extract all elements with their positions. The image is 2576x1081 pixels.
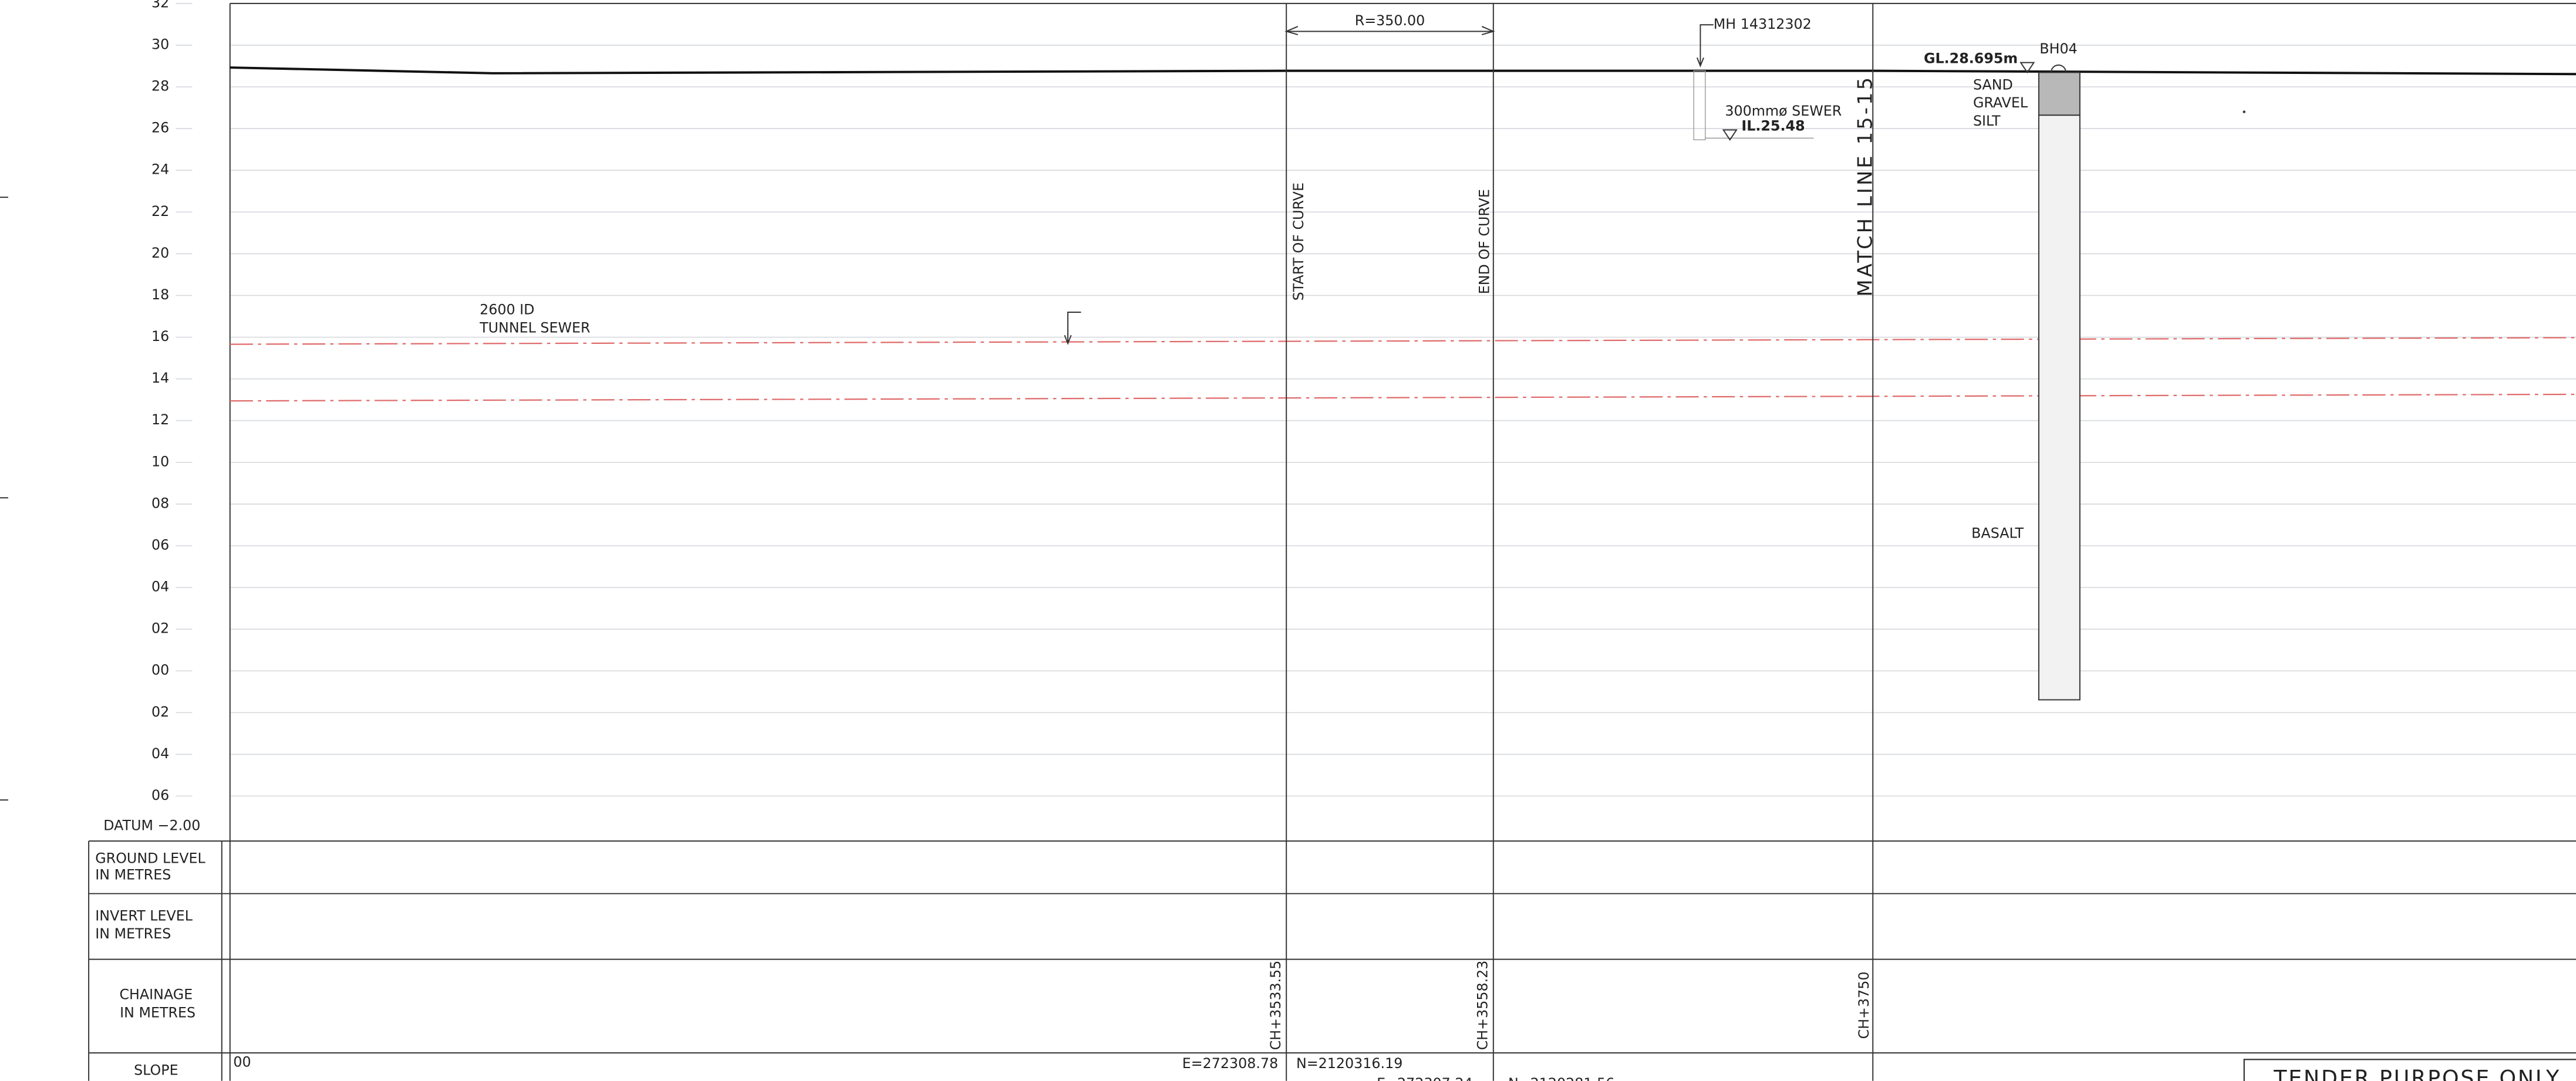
borehole-soil — [2038, 72, 2081, 116]
level-label: 02 — [151, 704, 169, 720]
level-label: 00 — [151, 662, 169, 678]
level-label: 02 — [151, 620, 169, 637]
row-label: SLOPE — [134, 1062, 178, 1078]
chainage: CH+3533.55 — [1267, 961, 1284, 1050]
row-label: IN METRES — [95, 866, 171, 883]
band-table: GROUND LEVEL IN METRES INVERT LEVEL IN M… — [88, 840, 2576, 1081]
datum: DATUM −2.00 — [103, 817, 200, 833]
level-label: 30 — [151, 36, 169, 52]
manhole-leader — [1696, 24, 1714, 67]
stratum: SILT — [1973, 113, 2001, 129]
level-triangle — [1722, 129, 1738, 141]
coordinate: N=2120281.56 — [1508, 1075, 1614, 1081]
level-label: 18 — [151, 286, 169, 303]
tunnel-size: 2600 ID — [480, 302, 534, 318]
level-label: 20 — [151, 245, 169, 261]
invert-level: IL.25.48 — [1741, 117, 1805, 134]
start-curve: START OF CURVE — [1290, 183, 1307, 300]
row-label: CHAINAGE — [119, 987, 193, 1003]
dot — [2243, 110, 2245, 113]
level-label: 04 — [151, 579, 169, 595]
level-label: 24 — [151, 161, 169, 178]
level-label: 26 — [151, 120, 169, 136]
chainage: CH+3558.23 — [1475, 961, 1491, 1050]
row-label: IN METRES — [120, 1004, 195, 1021]
tunnel-name: TUNNEL SEWER — [479, 319, 590, 336]
tunnel-crown — [230, 337, 2576, 345]
stratum: SAND — [1973, 76, 2013, 93]
ground-level: GL.28.695m — [1924, 50, 2018, 67]
stamp-box — [2243, 1059, 2576, 1081]
end-curve: END OF CURVE — [1476, 189, 1492, 294]
coordinate: N=2120316.19 — [1296, 1055, 1402, 1072]
manhole-label: MH 14312302 — [1714, 16, 1812, 32]
tunnel-leader — [1064, 312, 1081, 345]
level-label: 04 — [151, 745, 169, 762]
level-label: 12 — [151, 411, 169, 428]
curve-radius: R=350.00 — [1355, 12, 1425, 29]
level-triangle — [2019, 62, 2035, 74]
dimension-arrows — [1284, 26, 1495, 36]
manhole-shaft — [1693, 70, 1706, 140]
level-label: 22 — [151, 203, 169, 219]
level-label: 10 — [151, 453, 169, 469]
level-label: 06 — [151, 787, 169, 803]
sewer-label: 300mmø SEWER — [1725, 103, 1842, 119]
chainage: CH+3750 — [1856, 972, 1872, 1039]
match-line-label: MATCH LINE 15-15 — [1854, 75, 1877, 297]
row-label: INVERT LEVEL — [95, 907, 193, 924]
coordinate: 00 — [233, 1053, 251, 1070]
level-label: 16 — [151, 328, 169, 344]
level-label: 08 — [151, 495, 169, 511]
borehole-rock — [2038, 114, 2081, 701]
level-label: 32 — [151, 0, 169, 11]
row-label: GROUND LEVEL — [95, 850, 205, 866]
stratum-rock: BASALT — [1971, 525, 2024, 541]
borehole-id: BH04 — [2039, 40, 2077, 57]
level-label: 14 — [151, 370, 169, 386]
stamp: TENDER PURPOSE ONLY — [2273, 1065, 2561, 1081]
level-label: 06 — [151, 536, 169, 553]
stratum: GRAVEL — [1973, 94, 2028, 111]
level-label: 28 — [151, 78, 169, 94]
tunnel-invert — [230, 393, 2576, 402]
coordinate: E=272308.78 — [1182, 1055, 1278, 1072]
row-label: IN METRES — [95, 925, 171, 942]
coordinate: E=272307.24 — [1377, 1075, 1472, 1081]
grid: 32 30 28 26 24 22 20 18 16 14 12 10 08 06 04 02 00 02 04 06 — [151, 0, 2576, 803]
